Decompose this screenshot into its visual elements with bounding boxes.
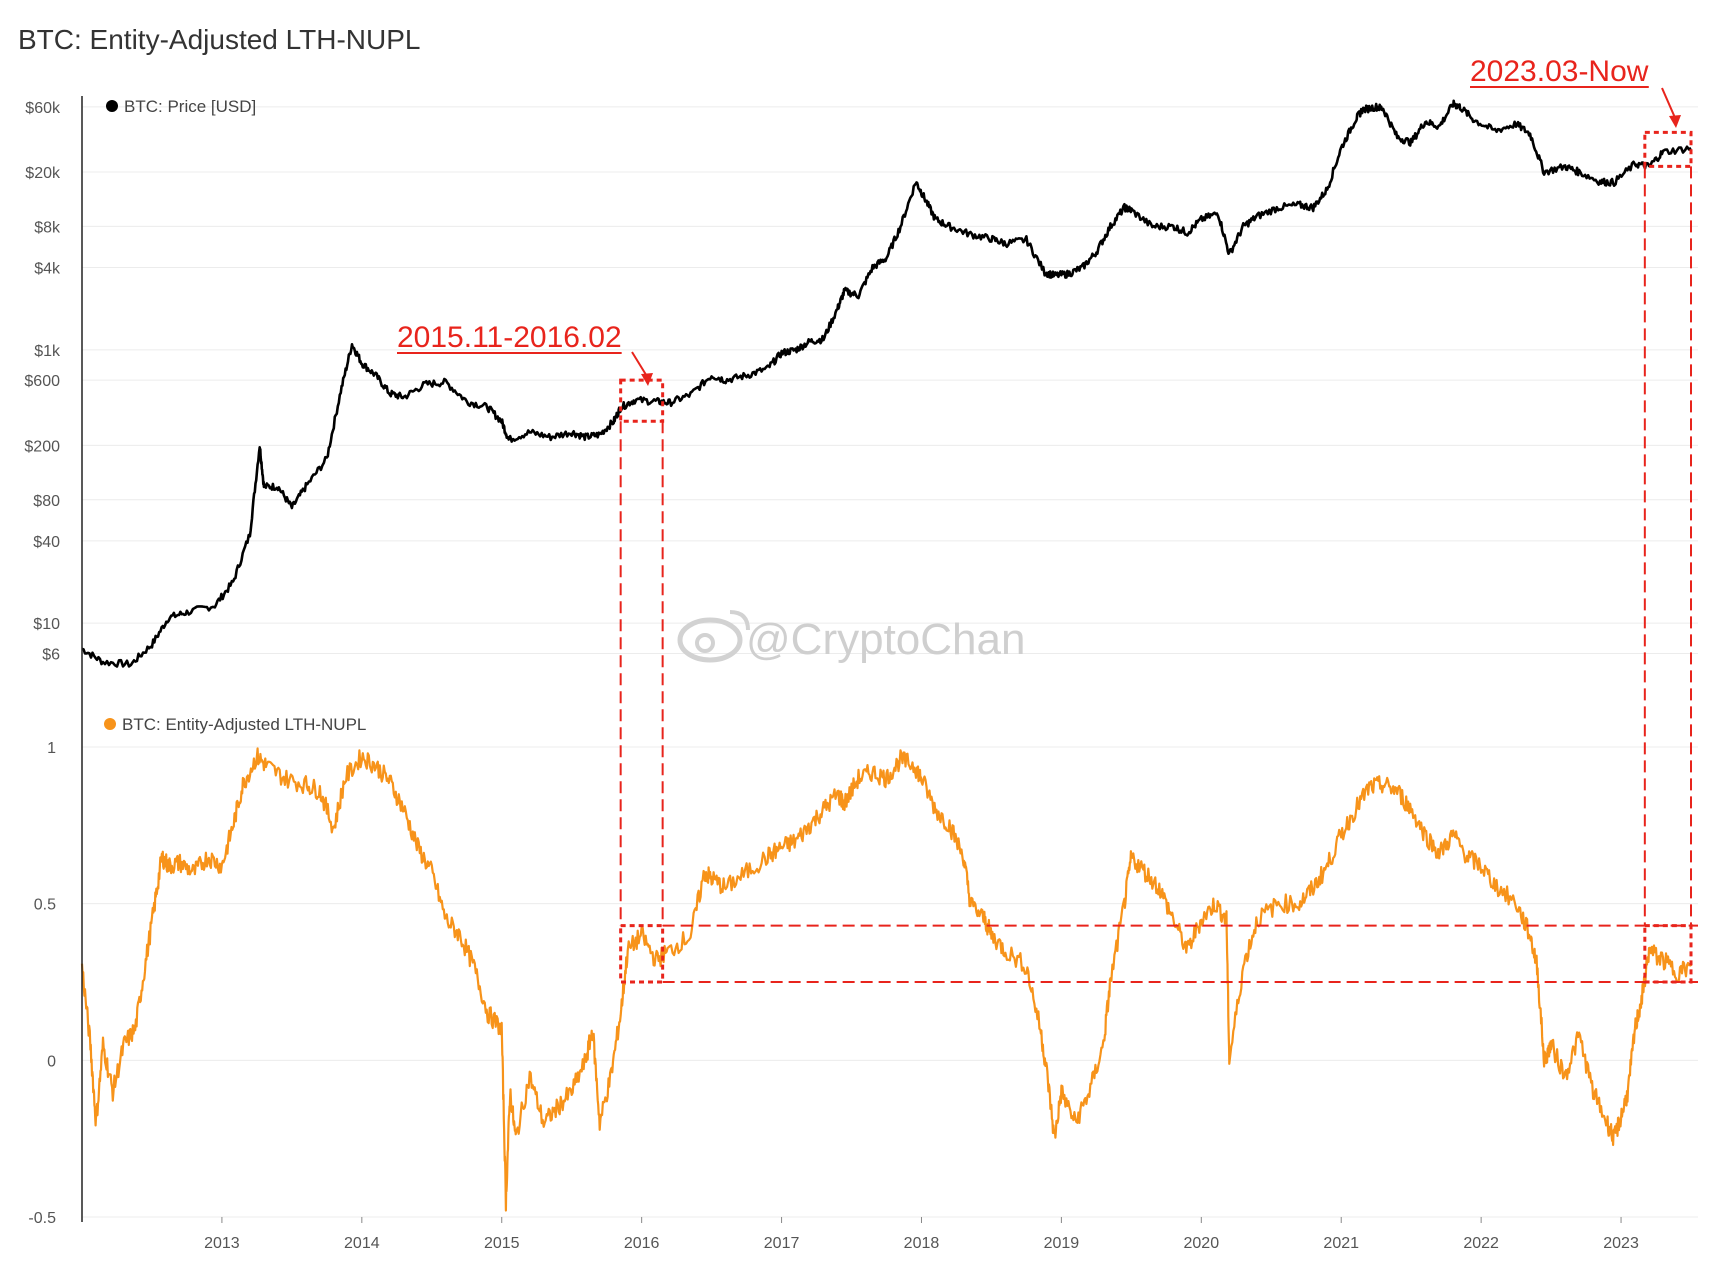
price-y-axis: $60k $20k $8k $4k $1k $600 $200 $80 $40 $10 $6 xyxy=(24,100,61,664)
price-tick-label: $8k xyxy=(34,219,61,236)
nupl-y-axis: 1 0.5 0 -0.5 xyxy=(28,740,56,1227)
x-axis: 2013 2014 2015 2016 2017 2018 2019 2020 2021 2022… xyxy=(204,1217,1639,1252)
nupl-line xyxy=(80,747,1693,1212)
arrow-head-icon xyxy=(641,373,653,386)
annotations: 2015.11-2016.02 2023.03-Now xyxy=(397,55,1698,984)
price-tick-label: $10 xyxy=(33,616,60,633)
nupl-legend: BTC: Entity-Adjusted LTH-NUPL xyxy=(104,715,366,734)
nupl-highlight-box xyxy=(1643,924,1693,984)
annotation-label: 2023.03-Now xyxy=(1470,55,1649,88)
x-tick-label: 2018 xyxy=(904,1235,940,1252)
arrow-head-icon xyxy=(1669,115,1681,128)
price-highlight-box xyxy=(619,378,665,423)
x-tick-label: 2017 xyxy=(764,1235,800,1252)
weibo-logo-icon xyxy=(677,610,750,663)
x-tick-label: 2021 xyxy=(1323,1235,1359,1252)
x-tick-label: 2013 xyxy=(204,1235,240,1252)
nupl-highlight-box xyxy=(619,924,665,984)
price-tick-label: $200 xyxy=(24,438,60,455)
price-tick-label: $6 xyxy=(42,647,60,664)
watermark: @CryptoChan xyxy=(677,610,1025,664)
price-tick-label: $1k xyxy=(34,343,61,360)
nupl-tick-label: -0.5 xyxy=(28,1210,56,1227)
x-tick-label: 2016 xyxy=(624,1235,660,1252)
price-tick-label: $80 xyxy=(33,493,60,510)
price-legend: BTC: Price [USD] xyxy=(106,97,256,116)
annotation-label: 2015.11-2016.02 xyxy=(397,321,622,354)
nupl-legend-dot xyxy=(104,718,116,730)
price-tick-label: $20k xyxy=(25,165,61,182)
price-line xyxy=(81,99,1692,668)
page-title: BTC: Entity-Adjusted LTH-NUPL xyxy=(18,24,421,55)
annotation-arrow xyxy=(1661,87,1677,121)
price-series xyxy=(81,99,1692,668)
nupl-tick-label: 0.5 xyxy=(34,897,56,914)
nupl-tick-label: 0 xyxy=(47,1053,56,1070)
nupl-tick-label: 1 xyxy=(47,740,56,757)
x-tick-label: 2022 xyxy=(1463,1235,1499,1252)
price-tick-label: $60k xyxy=(25,100,61,117)
x-tick-label: 2023 xyxy=(1603,1235,1639,1252)
price-tick-label: $4k xyxy=(34,261,61,278)
x-tick-label: 2015 xyxy=(484,1235,520,1252)
nupl-series xyxy=(80,747,1693,1212)
watermark-text: @CryptoChan xyxy=(746,615,1025,664)
price-tick-label: $600 xyxy=(24,373,60,390)
price-legend-dot xyxy=(106,100,118,112)
price-tick-label: $40 xyxy=(33,534,60,551)
nupl-legend-label: BTC: Entity-Adjusted LTH-NUPL xyxy=(122,715,366,734)
price-highlight-box xyxy=(1643,130,1693,168)
x-tick-label: 2014 xyxy=(344,1235,380,1252)
x-tick-label: 2019 xyxy=(1044,1235,1080,1252)
gridlines xyxy=(82,106,1698,1218)
price-legend-label: BTC: Price [USD] xyxy=(124,97,256,116)
x-tick-label: 2020 xyxy=(1184,1235,1220,1252)
